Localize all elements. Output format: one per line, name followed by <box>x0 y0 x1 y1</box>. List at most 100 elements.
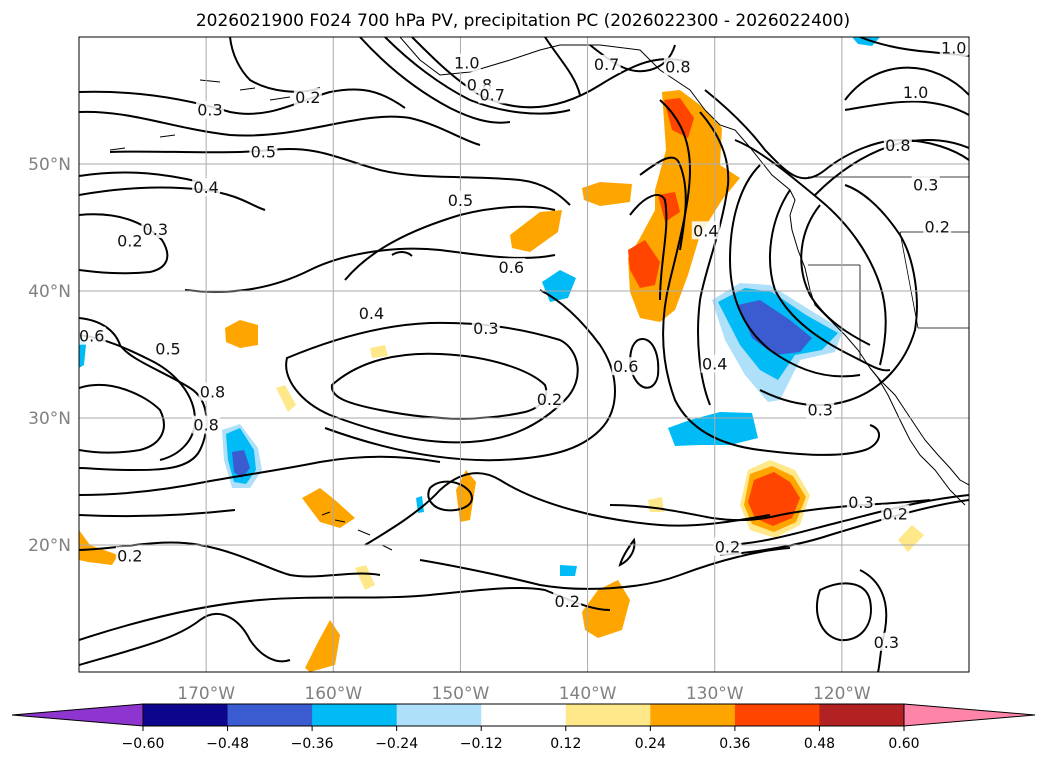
pv-contour <box>719 499 969 556</box>
pv-contour <box>109 148 571 206</box>
contour-label: 0.4 <box>693 221 718 240</box>
pc-positive-178w <box>79 530 118 565</box>
contour-label-bg <box>192 415 221 434</box>
contour-label-bg <box>79 326 106 345</box>
contour-label: 0.2 <box>117 546 142 565</box>
contour-label-bg <box>497 258 526 277</box>
contour-label: 0.6 <box>613 357 638 376</box>
contour-label: 0.6 <box>79 327 104 346</box>
pv-contour <box>704 89 969 180</box>
contour-label-bg <box>198 382 227 401</box>
colorbar-segment <box>650 704 736 726</box>
contour-label: 0.4 <box>193 178 218 197</box>
pc-negative-167w-core <box>232 450 250 478</box>
pv-contour <box>79 613 291 666</box>
pv-contour <box>79 213 169 275</box>
pv-contour <box>859 569 888 672</box>
pv-contour <box>618 537 636 567</box>
contour-label-bg <box>691 221 720 240</box>
contour-label-bg <box>195 100 224 119</box>
contour-label-bg <box>446 190 475 209</box>
contour-label: 0.2 <box>295 88 320 107</box>
y-axis-ticks: 20°N 30°N 40°N 50°N <box>28 155 71 556</box>
colorbar-tick-label: 0.48 <box>804 736 835 752</box>
contour-label-bg <box>471 319 500 338</box>
contour-label: 0.2 <box>537 390 562 409</box>
pv-contour <box>659 99 880 456</box>
contour-label: 0.3 <box>197 101 222 120</box>
pv-contour <box>769 189 891 372</box>
contour-label: 0.3 <box>473 319 498 338</box>
contour-label-bg <box>592 54 621 73</box>
x-axis-ticks: 170°W 160°W 150°W 140°W 130°W 120°W <box>177 684 871 704</box>
contour-label: 0.3 <box>874 633 899 652</box>
contour-label-bg <box>700 354 729 373</box>
contour-label-bg <box>911 175 940 194</box>
contour-label-bg <box>553 592 582 611</box>
colorbar-tick-label: −0.60 <box>122 736 165 752</box>
contour-label-bg <box>293 87 322 106</box>
contour-label: 0.2 <box>555 592 580 611</box>
contour-label: 0.5 <box>448 191 473 210</box>
contour-label: 0.5 <box>155 339 180 358</box>
x-tick-label: 130°W <box>686 684 744 704</box>
contour-label-bg <box>535 390 564 409</box>
colorbar-tick-label: −0.36 <box>291 736 334 752</box>
colorbar-segment <box>819 704 905 726</box>
pv-contour <box>844 66 969 101</box>
contour-label: 0.3 <box>913 176 938 195</box>
contour-label: 0.2 <box>883 505 908 524</box>
pv-contour <box>79 384 165 454</box>
colorbar-tick-label: 0.60 <box>888 736 919 752</box>
contour-label: 0.8 <box>193 416 218 435</box>
contour-label-bg <box>872 632 901 651</box>
colorbar-tick-label: 0.24 <box>635 736 666 752</box>
colorbar-tick-label: −0.24 <box>375 736 418 752</box>
pc-positive-157w <box>305 620 340 672</box>
contour-label: 0.2 <box>924 218 949 237</box>
pv-contour <box>697 111 730 406</box>
contour-label: 0.8 <box>665 57 690 76</box>
pc-negative-california-core <box>738 300 812 355</box>
pv-contour <box>639 156 687 251</box>
colorbar-tick-label: −0.48 <box>206 736 249 752</box>
pv-contour <box>719 494 969 546</box>
y-tick-label: 50°N <box>28 155 71 175</box>
x-tick-label: 120°W <box>813 684 871 704</box>
pv-contour <box>359 37 511 124</box>
colorbar-segment <box>481 704 567 726</box>
pc-positive-alaska-core <box>628 98 694 288</box>
colorbar-segment <box>734 704 820 726</box>
pv-contour <box>324 289 616 462</box>
contour-label-bg <box>846 493 875 512</box>
contour-label: 0.8 <box>200 383 225 402</box>
pv-contour <box>629 338 660 389</box>
pc-positive-150w <box>510 210 562 252</box>
contour-label: 0.8 <box>885 136 910 155</box>
contour-label: 1.0 <box>903 83 928 102</box>
x-tick-label: 140°W <box>559 684 617 704</box>
coastlines <box>109 37 969 551</box>
contour-label-bg <box>357 303 386 322</box>
hawaii-islands <box>321 511 393 551</box>
pv-contour <box>79 88 406 115</box>
contour-label: 1.0 <box>941 38 966 57</box>
coastline-alaska <box>399 37 706 111</box>
pc-positive-160w <box>302 488 355 528</box>
contour-label-bg <box>901 82 930 101</box>
contour-label-bg <box>141 220 170 239</box>
contour-label: 0.4 <box>359 304 384 323</box>
y-tick-label: 40°N <box>28 282 71 302</box>
pv-contour <box>411 37 691 109</box>
pv-contour <box>728 164 861 378</box>
contour-label-bg <box>249 142 278 161</box>
pv-contour <box>384 37 571 115</box>
pv-contour <box>544 37 581 96</box>
pv-contour <box>79 586 611 641</box>
pv-contour <box>815 582 872 642</box>
map-area: 0.3 0.2 0.5 0.4 0.2 0.3 0.6 0.5 0.8 0.8 0.2 0.4 0.3 0… <box>79 37 969 672</box>
pv-contour <box>184 247 556 293</box>
contour-label-bg <box>115 546 144 565</box>
pv-contour <box>629 194 668 301</box>
